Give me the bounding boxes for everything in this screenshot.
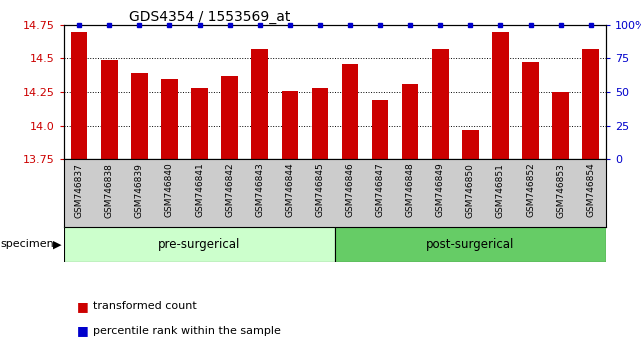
Bar: [64, 227, 335, 262]
Text: ■: ■: [77, 325, 88, 337]
Bar: [462, 130, 479, 159]
Text: GSM746853: GSM746853: [556, 162, 565, 218]
Bar: [71, 32, 87, 159]
Bar: [432, 49, 449, 159]
Bar: [101, 60, 117, 159]
Bar: [251, 49, 268, 159]
Bar: [161, 79, 178, 159]
Bar: [312, 88, 328, 159]
Bar: [492, 32, 509, 159]
Text: GSM746849: GSM746849: [436, 162, 445, 217]
Text: GSM746848: GSM746848: [406, 162, 415, 217]
Text: transformed count: transformed count: [93, 301, 197, 311]
Bar: [583, 49, 599, 159]
Bar: [342, 64, 358, 159]
Text: GSM746840: GSM746840: [165, 162, 174, 217]
Text: GSM746843: GSM746843: [255, 162, 264, 217]
Text: ■: ■: [77, 300, 88, 313]
Text: GSM746844: GSM746844: [285, 162, 294, 217]
Bar: [221, 76, 238, 159]
Bar: [522, 62, 539, 159]
Text: GDS4354 / 1553569_at: GDS4354 / 1553569_at: [129, 10, 290, 24]
Text: percentile rank within the sample: percentile rank within the sample: [93, 326, 281, 336]
Bar: [402, 84, 419, 159]
Text: specimen: specimen: [1, 239, 54, 249]
Text: GSM746837: GSM746837: [74, 162, 83, 218]
Text: pre-surgerical: pre-surgerical: [158, 238, 241, 251]
Text: GSM746841: GSM746841: [195, 162, 204, 217]
Bar: [191, 88, 208, 159]
Text: post-surgerical: post-surgerical: [426, 238, 515, 251]
Text: GSM746847: GSM746847: [376, 162, 385, 217]
Bar: [553, 92, 569, 159]
Text: GSM746851: GSM746851: [496, 162, 505, 218]
Text: GSM746850: GSM746850: [466, 162, 475, 218]
Text: GSM746845: GSM746845: [315, 162, 324, 217]
Text: GSM746838: GSM746838: [104, 162, 113, 218]
Bar: [335, 227, 606, 262]
Bar: [372, 100, 388, 159]
Text: GSM746852: GSM746852: [526, 162, 535, 217]
Text: GSM746846: GSM746846: [345, 162, 354, 217]
Bar: [131, 73, 147, 159]
Bar: [281, 91, 298, 159]
Text: GSM746839: GSM746839: [135, 162, 144, 218]
Text: ▶: ▶: [53, 239, 62, 249]
Text: GSM746854: GSM746854: [587, 162, 595, 217]
Text: GSM746842: GSM746842: [225, 162, 234, 217]
